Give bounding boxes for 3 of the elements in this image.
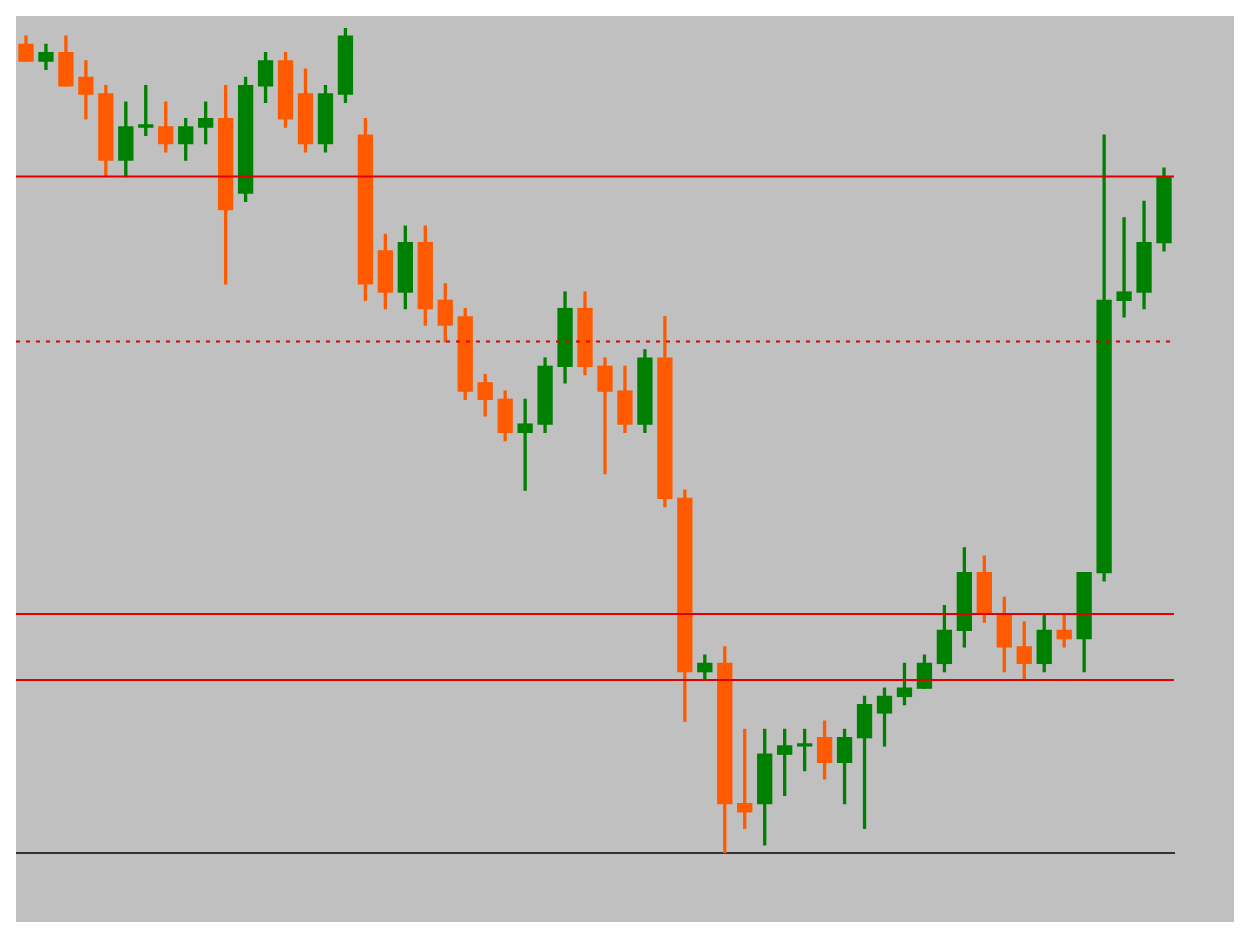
- candlestick: [517, 398, 533, 491]
- candlestick: [1116, 217, 1132, 318]
- candlestick: [597, 357, 613, 475]
